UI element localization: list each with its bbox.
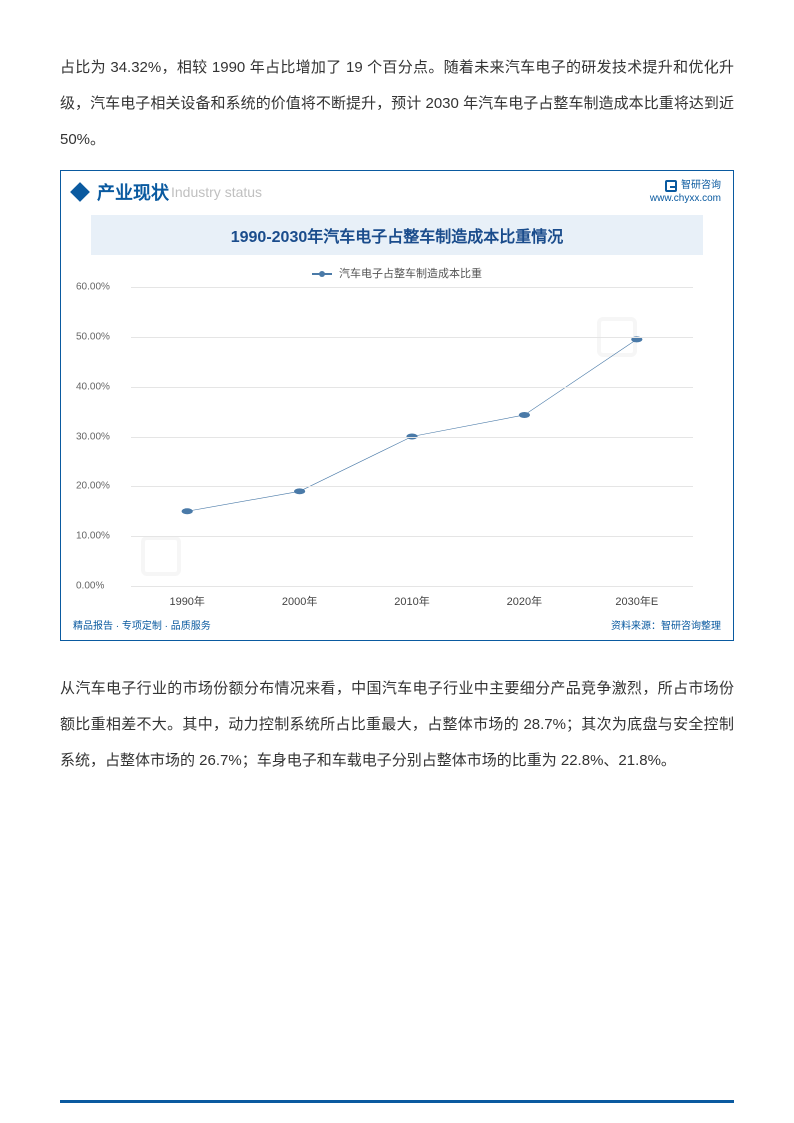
legend-label: 汽车电子占整车制造成本比重 [339,268,482,280]
y-tick-label: 60.00% [76,282,110,293]
chart-footer: 精品报告 · 专项定制 · 品质服务 资料来源：智研咨询整理 [61,609,733,640]
y-tick-label: 40.00% [76,381,110,392]
chart-section-header: 产业现状 Industry status 智研咨询 www.chyxx.com [61,171,733,209]
legend-marker-icon [312,273,332,275]
grid-line [131,486,693,487]
y-tick-label: 10.00% [76,531,110,542]
grid-line [131,437,693,438]
brand-url: www.chyxx.com [650,192,721,205]
diamond-icon [70,182,90,202]
brand-block: 智研咨询 www.chyxx.com [650,179,721,205]
x-tick-label: 2020年 [468,593,580,609]
footer-right-text: 资料来源：智研咨询整理 [611,617,721,632]
chart-legend: 汽车电子占整车制造成本比重 [61,265,733,281]
y-tick-label: 30.00% [76,431,110,442]
y-tick-label: 50.00% [76,331,110,342]
section-title-en: Industry status [171,184,262,200]
x-axis-labels: 1990年2000年2010年2020年2030年E [131,593,693,609]
y-tick-label: 0.00% [76,581,104,592]
grid-line [131,287,693,288]
section-title-cn: 产业现状 [97,179,169,205]
x-tick-label: 1990年 [131,593,243,609]
x-tick-label: 2000年 [243,593,355,609]
chart-title: 1990-2030年汽车电子占整车制造成本比重情况 [91,215,703,255]
grid-line [131,387,693,388]
page-bottom-border [60,1100,734,1103]
paragraph-2: 从汽车电子行业的市场份额分布情况来看，中国汽车电子行业中主要细分产品竞争激烈，所… [60,671,734,779]
footer-left-text: 精品报告 · 专项定制 · 品质服务 [73,617,211,632]
plot-area: 0.00%10.00%20.00%30.00%40.00%50.00%60.00… [131,287,693,587]
paragraph-1: 占比为 34.32%，相较 1990 年占比增加了 19 个百分点。随着未来汽车… [60,50,734,158]
chart-container: 产业现状 Industry status 智研咨询 www.chyxx.com … [60,170,734,641]
grid-line [131,536,693,537]
brand-name: 智研咨询 [681,179,721,192]
grid-line [131,586,693,587]
y-tick-label: 20.00% [76,481,110,492]
x-tick-label: 2030年E [581,593,693,609]
grid-line [131,337,693,338]
x-tick-label: 2010年 [356,593,468,609]
brand-logo-icon [665,180,677,192]
